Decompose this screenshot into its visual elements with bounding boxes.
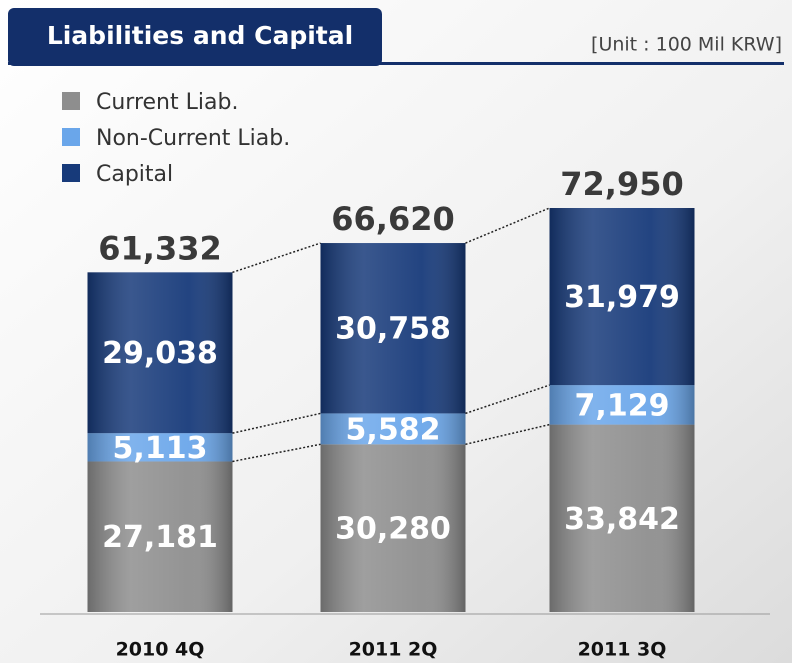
bar-shine <box>320 413 466 445</box>
total-label: 66,620 <box>331 200 454 238</box>
total-label: 72,950 <box>560 165 683 203</box>
x-tick-label: 2011 2Q <box>349 639 438 661</box>
value-label: 5,582 <box>346 412 441 447</box>
value-label: 30,758 <box>335 312 451 347</box>
bar-shine <box>320 444 466 612</box>
bar-shine <box>87 272 233 434</box>
legend-swatch <box>62 164 80 182</box>
title-box <box>8 8 382 66</box>
value-label: 7,129 <box>575 388 670 423</box>
legend-label: Capital <box>96 162 173 187</box>
bar-shine <box>549 208 695 386</box>
legend-label: Current Liab. <box>96 90 238 115</box>
bar-shine <box>549 385 695 425</box>
chart-title: Liabilities and Capital <box>47 21 353 50</box>
title-rule <box>8 62 784 65</box>
value-label: 33,842 <box>564 502 680 537</box>
connector <box>232 242 321 274</box>
value-label: 29,038 <box>102 336 218 371</box>
connector <box>232 412 321 434</box>
unit-label: [Unit : 100 Mil KRW] <box>591 34 782 56</box>
bar-shine <box>320 243 466 414</box>
total-label: 61,332 <box>98 229 221 267</box>
x-tick-label: 2011 3Q <box>578 639 667 661</box>
connector <box>232 443 321 463</box>
connector <box>465 384 550 415</box>
legend-swatch <box>62 92 80 110</box>
bar-shine <box>549 424 695 612</box>
legend-swatch <box>62 128 80 146</box>
bar-shine <box>87 461 233 612</box>
value-label: 5,113 <box>113 431 208 466</box>
value-label: 30,280 <box>335 512 451 547</box>
x-tick-label: 2010 4Q <box>116 639 205 661</box>
connector <box>465 207 550 244</box>
legend-label: Non-Current Liab. <box>96 126 290 151</box>
value-label: 31,979 <box>564 280 680 315</box>
bar-shine <box>87 433 233 462</box>
value-label: 27,181 <box>102 520 218 555</box>
